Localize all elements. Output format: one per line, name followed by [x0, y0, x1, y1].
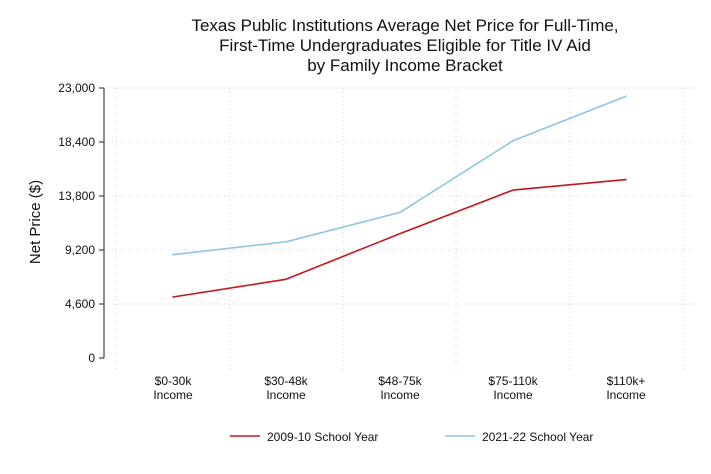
x-tick-label: Income: [266, 388, 306, 402]
grid-lines: [104, 87, 696, 372]
x-tick-label: Income: [153, 388, 193, 402]
chart-title: Texas Public Institutions Average Net Pr…: [191, 16, 618, 75]
data-point: [512, 140, 514, 142]
data-point: [625, 95, 627, 97]
data-point: [172, 253, 174, 256]
legend-label-2: 2021-22 School Year: [482, 430, 593, 444]
data-point: [285, 241, 287, 243]
series-line-1: [172, 178, 627, 298]
y-tick-label: 18,400: [58, 135, 95, 149]
y-tick-label: 9,200: [65, 243, 95, 257]
y-tick-label: 13,800: [58, 189, 95, 203]
data-point: [399, 232, 401, 235]
series-line-2: [172, 95, 627, 256]
legend-label-1: 2009-10 School Year: [267, 430, 378, 444]
x-tick-label: Income: [493, 388, 533, 402]
data-point: [625, 178, 627, 181]
y-axis-ticks: 0 4,600 9,200 13,800 18,400 23,000: [58, 81, 104, 365]
y-tick-label: 4,600: [65, 297, 95, 311]
data-point: [172, 296, 174, 298]
x-axis-ticks: $0-30kIncome$30-48kIncome$48-75kIncome$7…: [153, 374, 646, 402]
x-tick-label: $75-110k: [488, 374, 538, 388]
x-tick-label: Income: [380, 388, 420, 402]
x-tick-label: $0-30k: [155, 374, 193, 388]
y-tick-label: 0: [88, 351, 95, 365]
chart-title-line-3: by Family Income Bracket: [307, 56, 503, 75]
data-point: [285, 278, 287, 281]
x-tick-label: $48-75k: [378, 374, 422, 388]
y-axis-label: Net Price ($): [27, 180, 44, 264]
chart-title-line-2: First-Time Undergraduates Eligible for T…: [219, 36, 591, 55]
data-point: [512, 189, 514, 191]
x-tick-label: $110k+: [607, 374, 646, 388]
y-tick-label: 23,000: [58, 81, 95, 95]
legend: 2009-10 School Year 2021-22 School Year: [230, 430, 593, 444]
x-tick-label: $30-48k: [264, 374, 308, 388]
chart-title-line-1: Texas Public Institutions Average Net Pr…: [191, 16, 618, 35]
series-lines: [172, 95, 627, 298]
data-point: [399, 211, 401, 214]
x-tick-label: Income: [606, 388, 646, 402]
